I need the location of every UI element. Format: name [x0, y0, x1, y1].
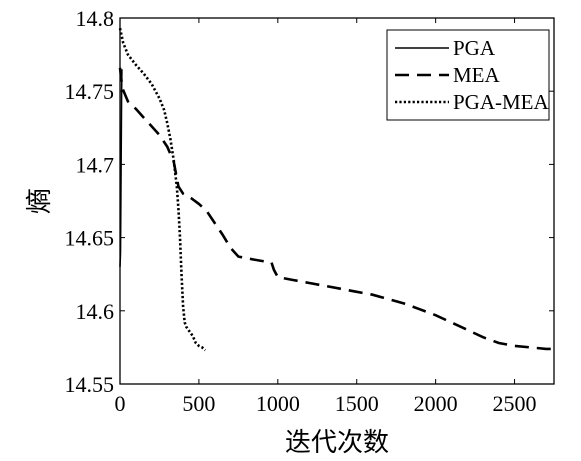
x-axis-label: 迭代次数: [285, 428, 389, 457]
plot-area-frame: [119, 17, 555, 385]
x-tick-label: 2500: [493, 391, 537, 416]
y-tick-label: 14.55: [65, 372, 115, 397]
y-tick-label: 14.65: [65, 226, 115, 251]
y-tick-label: 14.6: [76, 299, 115, 324]
x-tick-label: 0: [115, 391, 126, 416]
y-tick-label: 14.7: [76, 152, 115, 177]
legend-label-pga-mea: PGA-MEA: [453, 90, 550, 114]
series-line-pga-mea: [118, 27, 207, 352]
y-tick-label: 14.75: [65, 79, 115, 104]
x-tick-label: 2000: [414, 391, 458, 416]
legend-label-pga: PGA: [453, 36, 496, 60]
legend: PGA MEA PGA-MEA: [386, 29, 550, 121]
x-tick-label: 500: [182, 391, 215, 416]
x-tick-label: 1000: [256, 391, 300, 416]
y-tick-label: 14.8: [76, 6, 115, 31]
y-axis-label: 熵: [25, 188, 54, 214]
legend-box: [386, 29, 550, 121]
series-line-mea: [118, 67, 554, 351]
legend-label-mea: MEA: [453, 63, 501, 87]
axis-ticks: 0 500 1000 1500 2000 2500 14.55 14.6 14.65 14.7 14…: [65, 6, 554, 416]
x-tick-label: 1500: [335, 391, 379, 416]
